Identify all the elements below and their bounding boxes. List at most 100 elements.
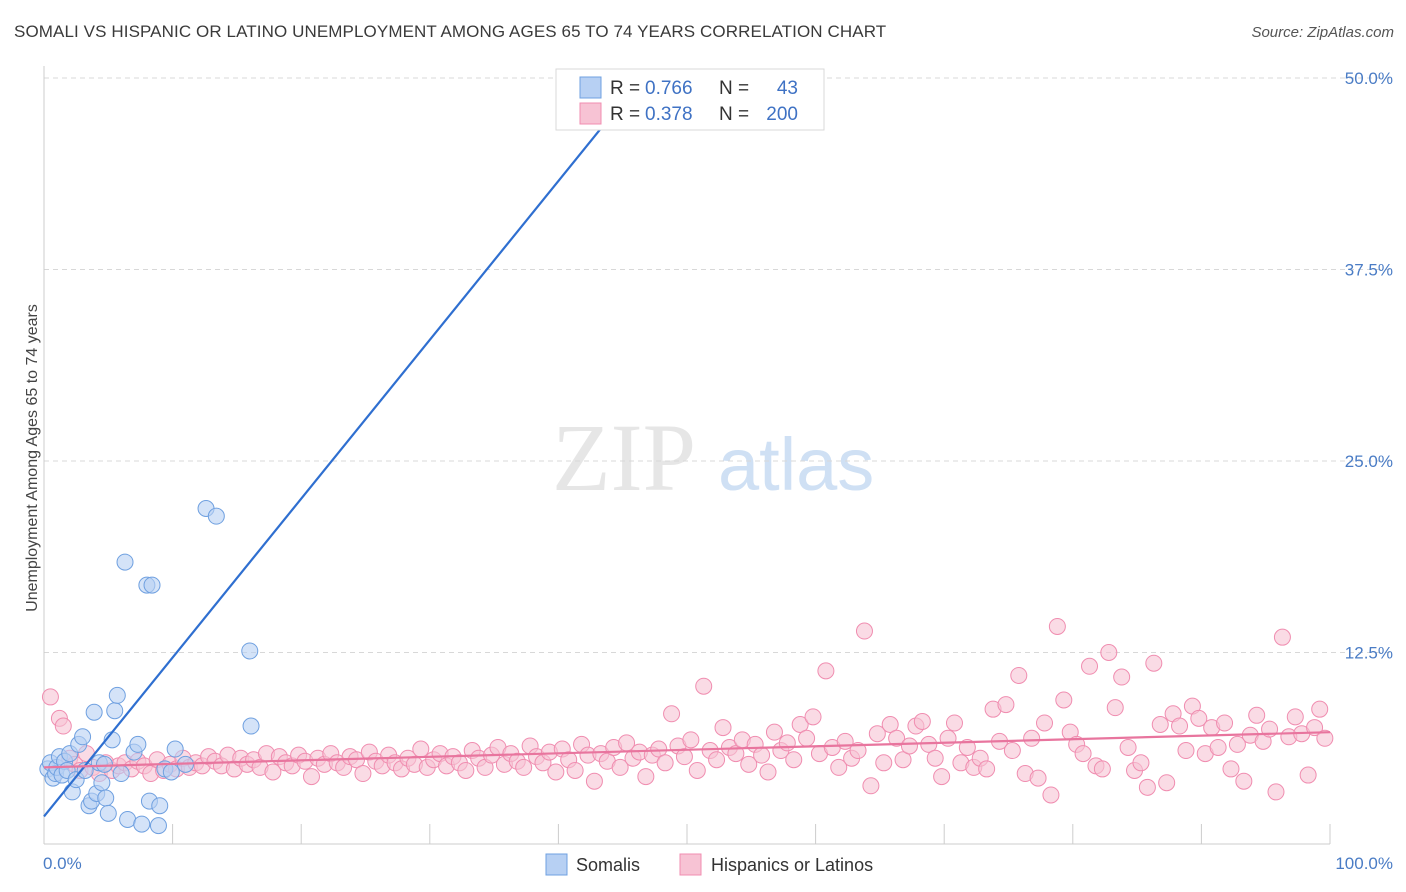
hispanics-point xyxy=(753,746,771,764)
hispanics-point xyxy=(913,712,931,730)
hispanics-point xyxy=(830,758,848,776)
hispanics-point xyxy=(637,768,655,786)
hispanics-point xyxy=(1171,717,1189,735)
hispanics-point xyxy=(412,740,430,758)
hispanics-point xyxy=(894,751,912,769)
hispanics-point xyxy=(695,677,713,695)
hispanics-point xyxy=(1235,772,1253,790)
hispanics-point xyxy=(1316,729,1334,747)
hispanics-point xyxy=(1216,714,1234,732)
hispanics-point xyxy=(1267,783,1285,801)
x-tick-label-max: 100.0% xyxy=(1335,854,1393,873)
hispanics-point xyxy=(939,729,957,747)
somalis-point xyxy=(241,642,259,660)
hispanics-point xyxy=(41,688,59,706)
hispanics-point xyxy=(926,749,944,767)
legend-r-label-0: R = xyxy=(610,78,640,99)
hispanics-point xyxy=(798,729,816,747)
hispanics-point xyxy=(1273,628,1291,646)
hispanics-point xyxy=(1138,778,1156,796)
hispanics-point xyxy=(900,737,918,755)
hispanics-point xyxy=(1010,666,1028,684)
chart-title: SOMALI VS HISPANIC OR LATINO UNEMPLOYMEN… xyxy=(14,22,887,41)
hispanics-point xyxy=(1190,709,1208,727)
legend-r-value-0: 0.766 xyxy=(645,78,693,99)
y-tick-label: 50.0% xyxy=(1345,69,1393,88)
legend-n-label-1: N = xyxy=(719,104,749,125)
hispanics-point xyxy=(1100,644,1118,661)
hispanics-point xyxy=(1119,738,1137,756)
trend-lines xyxy=(43,84,1331,818)
hispanics-point xyxy=(1081,657,1099,675)
somalis-trend-line xyxy=(43,84,637,818)
hispanics-point xyxy=(650,740,668,758)
hispanics-point xyxy=(1036,714,1054,732)
hispanics-point xyxy=(849,742,867,760)
series-legend: Somalis Hispanics or Latinos xyxy=(545,853,873,876)
somalis-point xyxy=(95,755,113,773)
data-points xyxy=(39,499,1334,835)
hispanics-point xyxy=(888,729,906,747)
somalis-point xyxy=(99,804,117,822)
hispanics-point xyxy=(958,738,976,756)
hispanics-point xyxy=(997,696,1015,714)
hispanics-point xyxy=(566,761,584,779)
hispanics-point xyxy=(881,716,899,734)
somalis-point xyxy=(74,728,92,746)
hispanics-point xyxy=(1222,760,1240,778)
hispanics-point xyxy=(817,662,835,680)
watermark-zip: ZIP xyxy=(552,404,696,511)
hispanics-point xyxy=(785,751,803,769)
hispanics-point xyxy=(1023,729,1041,747)
hispanics-point xyxy=(656,754,674,772)
hispanics-point xyxy=(611,758,629,776)
hispanics-point xyxy=(714,719,732,737)
somalis-point xyxy=(97,789,115,807)
axes xyxy=(43,66,1331,845)
hispanics-point xyxy=(1228,735,1246,753)
y-tick-label: 25.0% xyxy=(1345,452,1393,471)
hispanics-point xyxy=(1151,716,1169,734)
hispanics-point xyxy=(855,622,873,640)
somalis-point xyxy=(93,774,111,792)
hispanics-point xyxy=(708,751,726,769)
hispanics-point xyxy=(1042,786,1060,804)
somalis-point xyxy=(108,686,126,704)
somalis-point xyxy=(149,817,167,835)
hispanics-point xyxy=(1209,738,1227,756)
hispanics-point xyxy=(264,763,282,781)
hispanics-point xyxy=(1299,766,1317,784)
hispanics-point xyxy=(547,763,565,781)
legend-swatch-somalis xyxy=(579,76,602,99)
hispanics-trend-line xyxy=(43,731,1331,769)
somalis-point xyxy=(162,763,180,781)
legend-swatch-hispanics xyxy=(579,102,602,125)
somalis-point xyxy=(166,740,184,758)
hispanics-point xyxy=(1132,754,1150,772)
hispanics-point xyxy=(1286,708,1304,726)
hispanics-point xyxy=(1003,742,1021,760)
hispanics-point xyxy=(778,734,796,752)
watermark-atlas: atlas xyxy=(718,423,874,506)
bottom-legend-somalis: Somalis xyxy=(576,855,640,875)
hispanics-point xyxy=(585,772,603,790)
y-axis-label: Unemployment Among Ages 65 to 74 years xyxy=(24,304,41,612)
hispanics-point xyxy=(1106,699,1124,717)
hispanics-point xyxy=(354,765,372,783)
bottom-legend-swatch-somalis xyxy=(545,853,568,876)
hispanics-point xyxy=(1055,691,1073,709)
legend-n-label-0: N = xyxy=(719,78,749,99)
y-tick-label: 37.5% xyxy=(1345,261,1393,280)
somalis-point xyxy=(151,797,169,815)
bottom-legend-hispanics: Hispanics or Latinos xyxy=(711,855,873,875)
hispanics-point xyxy=(978,760,996,778)
hispanics-point xyxy=(1158,774,1176,792)
y-tick-label: 12.5% xyxy=(1345,644,1393,663)
hispanics-point xyxy=(1029,769,1047,787)
hispanics-point xyxy=(804,708,822,726)
hispanics-point xyxy=(1311,700,1329,718)
hispanics-point xyxy=(868,725,886,743)
hispanics-point xyxy=(1074,745,1092,763)
legend-n-value-0: 43 xyxy=(777,78,798,99)
